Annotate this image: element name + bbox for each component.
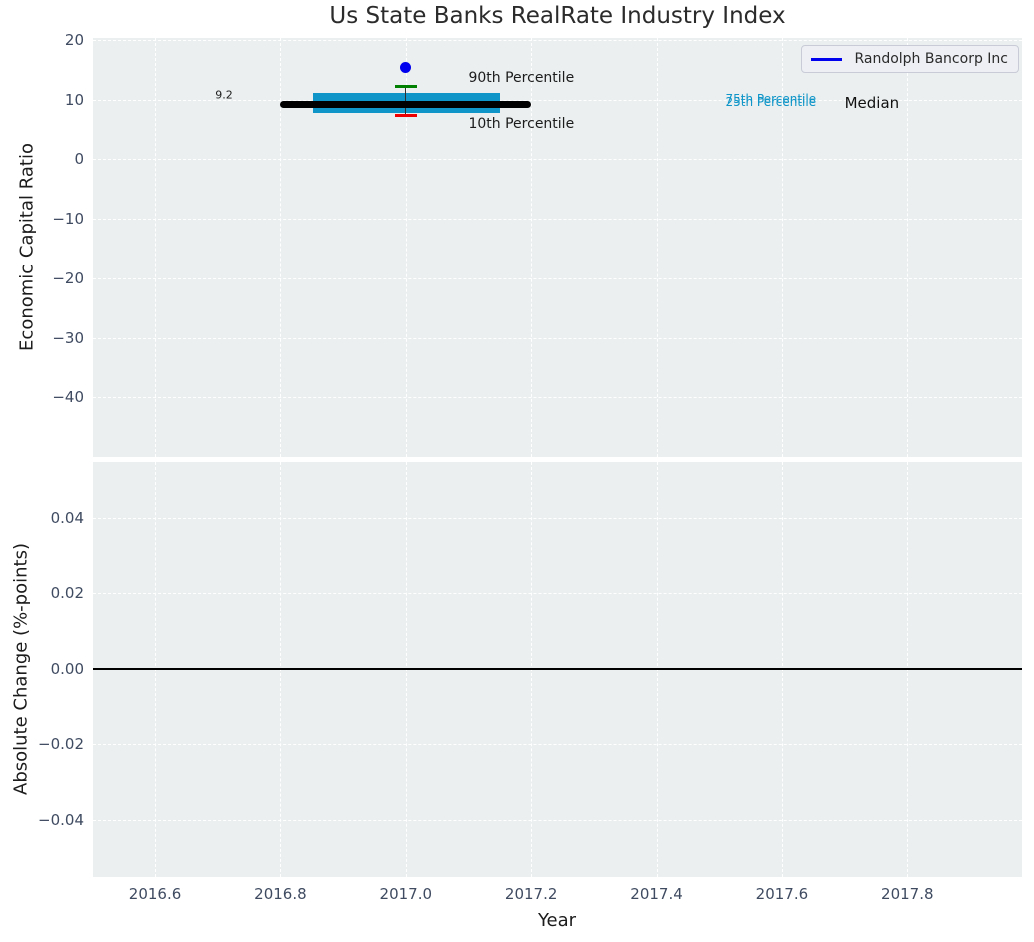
y-tick-label: −30 bbox=[52, 328, 84, 347]
x-tick-label: 2016.6 bbox=[128, 885, 182, 903]
y-gridline bbox=[93, 593, 1022, 595]
legend-label: Randolph Bancorp Inc bbox=[854, 51, 1008, 67]
chart-annotation: 75th Percentile bbox=[725, 92, 817, 107]
y-gridline bbox=[93, 517, 1022, 519]
y-tick-label: 0.04 bbox=[50, 508, 84, 527]
p90-cap bbox=[394, 84, 418, 88]
whisker-line bbox=[405, 86, 407, 116]
top-plot-layer: 9.2 90th Percentile 10th Percentile 75th Pe… bbox=[93, 38, 1022, 457]
top-plot-area: 9.2 90th Percentile 10th Percentile 75th Pe… bbox=[93, 38, 1022, 457]
median-line bbox=[280, 101, 532, 109]
x-tick-label: 2017.4 bbox=[630, 885, 683, 903]
y-tick-label: 10 bbox=[64, 90, 84, 109]
y-gridline bbox=[93, 819, 1022, 821]
y-tick-label: 0 bbox=[74, 150, 84, 169]
y-gridline bbox=[93, 397, 1022, 399]
x-tick-label: 2016.8 bbox=[254, 885, 307, 903]
x-tick-label: 2017.6 bbox=[755, 885, 809, 903]
y-tick-label: −10 bbox=[52, 209, 84, 228]
chart-title: Us State Banks RealRate Industry Index bbox=[329, 3, 786, 29]
y-tick-label: −40 bbox=[52, 388, 84, 407]
top-grid-layer bbox=[93, 38, 1022, 457]
y-tick-label: 20 bbox=[64, 31, 84, 50]
chart-annotation: 25th Percentile bbox=[725, 95, 817, 110]
chart-annotation: 9.2 bbox=[215, 88, 233, 102]
x-gridline bbox=[405, 38, 407, 457]
company-data-point bbox=[400, 62, 412, 74]
y-gridline bbox=[93, 744, 1022, 746]
top-y-axis-label: Economic Capital Ratio bbox=[16, 143, 38, 351]
x-gridline bbox=[155, 38, 157, 457]
y-gridline bbox=[93, 337, 1022, 339]
p10-cap bbox=[394, 113, 418, 117]
legend-line-swatch bbox=[811, 57, 843, 61]
y-gridline bbox=[93, 278, 1022, 280]
y-gridline bbox=[93, 99, 1022, 101]
y-tick-label: −0.04 bbox=[38, 810, 84, 829]
y-tick-label: −20 bbox=[52, 269, 84, 288]
x-gridline bbox=[531, 38, 533, 457]
chart-annotation: 10th Percentile bbox=[468, 115, 575, 132]
y-gridline bbox=[93, 159, 1022, 161]
chart-annotation: Median bbox=[844, 93, 900, 112]
bottom-plot-area bbox=[93, 462, 1022, 877]
x-gridline bbox=[656, 38, 658, 457]
y-gridline bbox=[93, 40, 1022, 42]
zero-reference-line bbox=[93, 667, 1022, 670]
x-axis-label: Year bbox=[537, 910, 577, 931]
x-tick-label: 2017.0 bbox=[379, 885, 433, 903]
chart-annotation: 90th Percentile bbox=[468, 69, 575, 86]
y-tick-label: −0.02 bbox=[38, 735, 84, 754]
bottom-plot-layer bbox=[93, 462, 1022, 877]
x-tick-label: 2017.8 bbox=[881, 885, 934, 903]
y-tick-label: 0.02 bbox=[50, 584, 84, 603]
bottom-y-axis-label: Absolute Change (%-points) bbox=[10, 543, 32, 795]
y-tick-label: 0.00 bbox=[50, 659, 84, 678]
legend: Randolph Bancorp Inc bbox=[801, 45, 1019, 73]
x-gridline bbox=[907, 38, 909, 457]
x-gridline bbox=[781, 38, 783, 457]
x-tick-label: 2017.2 bbox=[504, 885, 558, 903]
y-gridline bbox=[93, 218, 1022, 220]
x-gridline bbox=[280, 38, 282, 457]
